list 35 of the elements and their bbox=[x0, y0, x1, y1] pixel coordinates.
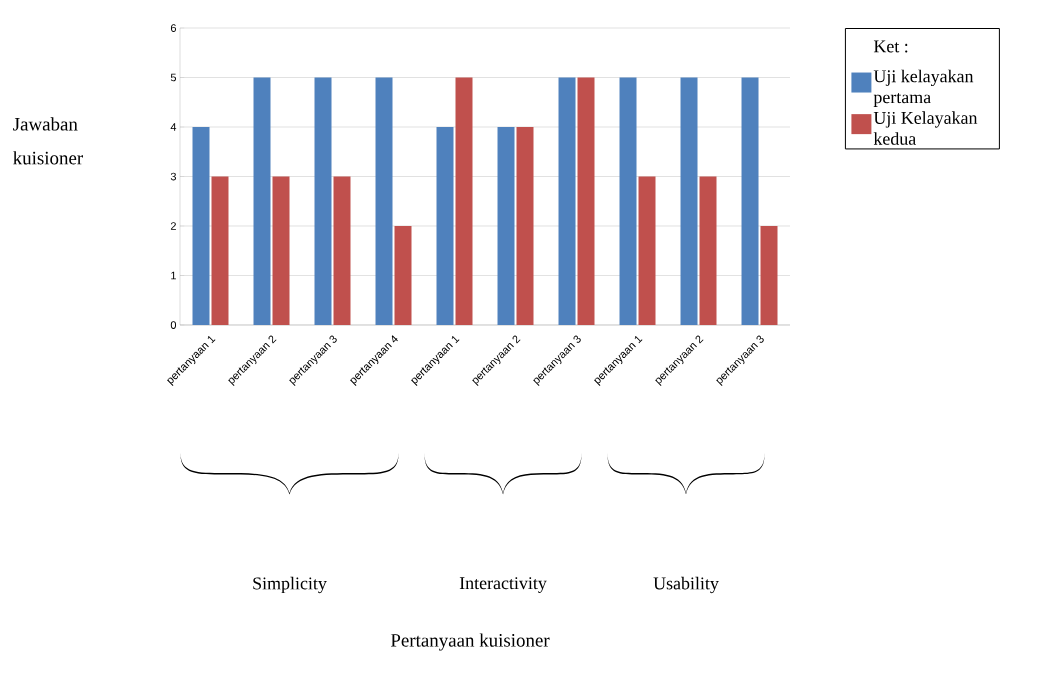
text: Pertanyaan kuisioner bbox=[390, 633, 550, 651]
bar bbox=[638, 176, 656, 325]
bar bbox=[253, 77, 271, 325]
bar bbox=[436, 127, 454, 325]
bar bbox=[211, 176, 229, 325]
bar bbox=[680, 77, 698, 325]
legend-title: Ket : bbox=[873, 40, 908, 53]
y-tick-label: 2 bbox=[170, 222, 176, 230]
bar bbox=[497, 127, 515, 325]
bar bbox=[333, 176, 351, 325]
bar bbox=[375, 77, 393, 325]
y-tick-label: 0 bbox=[170, 321, 177, 329]
text: Simplicity bbox=[253, 576, 327, 594]
bar bbox=[314, 77, 332, 325]
y-axis-title: Jawaban kuisioner bbox=[13, 117, 84, 165]
legend-label: Uji Kelayakan kedua bbox=[873, 111, 978, 145]
y-tick-label: 1 bbox=[171, 271, 176, 280]
bar bbox=[394, 226, 412, 325]
bar bbox=[741, 77, 759, 325]
bar bbox=[558, 77, 576, 325]
bar bbox=[577, 77, 595, 325]
bar bbox=[455, 77, 473, 325]
text: Interactivity bbox=[459, 577, 547, 593]
bar bbox=[760, 226, 778, 325]
y-tick-label: 3 bbox=[170, 172, 176, 181]
legend-label: Uji kelayakan pertama bbox=[873, 69, 974, 107]
bar bbox=[192, 127, 210, 325]
y-tick-label: 5 bbox=[170, 73, 177, 82]
bar bbox=[272, 176, 290, 325]
y-tick-label: 6 bbox=[170, 24, 176, 32]
bar bbox=[699, 176, 717, 325]
text: Usability bbox=[653, 576, 719, 594]
bar bbox=[516, 127, 534, 325]
bar bbox=[619, 77, 637, 325]
y-tick-label: 4 bbox=[170, 123, 177, 131]
